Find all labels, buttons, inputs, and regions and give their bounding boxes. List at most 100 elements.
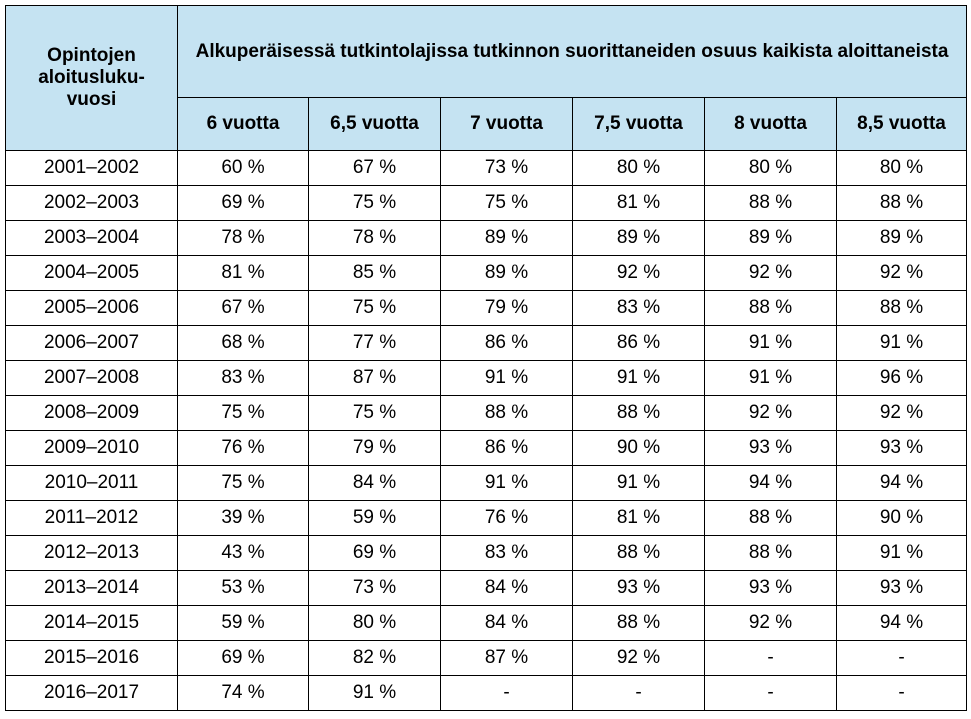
table-row: 2010–2011 75 % 84 % 91 % 91 % 94 % 94 % [5, 465, 967, 501]
value-cell: 81 % [177, 255, 309, 291]
value-cell: - [704, 640, 837, 676]
value-cell: 75 % [177, 395, 309, 431]
value-cell: - [704, 675, 837, 711]
value-cell: 91 % [836, 535, 967, 571]
year-cell: 2015–2016 [5, 640, 178, 676]
year-cell: 2009–2010 [5, 430, 178, 466]
table-head: Opintojen aloitusluku-vuosi Alkuperäises… [5, 5, 967, 151]
column-header: 8,5 vuotta [836, 97, 967, 151]
value-cell: 74 % [177, 675, 309, 711]
value-cell: 80 % [836, 150, 967, 186]
table-row: 2015–2016 69 % 82 % 87 % 92 % - - [5, 640, 967, 676]
value-cell: 86 % [440, 325, 573, 361]
column-header: 7,5 vuotta [572, 97, 705, 151]
value-cell: 59 % [308, 500, 441, 536]
value-cell: 94 % [704, 465, 837, 501]
value-cell: 89 % [836, 220, 967, 256]
year-cell: 2011–2012 [5, 500, 178, 536]
value-cell: 87 % [440, 640, 573, 676]
value-cell: 94 % [836, 605, 967, 641]
value-cell: 88 % [440, 395, 573, 431]
table-row: 2009–2010 76 % 79 % 86 % 90 % 93 % 93 % [5, 430, 967, 466]
value-cell: - [836, 675, 967, 711]
value-cell: 88 % [704, 185, 837, 221]
table-row: 2004–2005 81 % 85 % 89 % 92 % 92 % 92 % [5, 255, 967, 291]
value-cell: 88 % [836, 290, 967, 326]
value-cell: 89 % [704, 220, 837, 256]
value-cell: 67 % [177, 290, 309, 326]
value-cell: 43 % [177, 535, 309, 571]
value-cell: 92 % [704, 605, 837, 641]
value-cell: 92 % [572, 640, 705, 676]
value-cell: 84 % [440, 605, 573, 641]
value-cell: 93 % [836, 430, 967, 466]
year-cell: 2005–2006 [5, 290, 178, 326]
value-cell: 80 % [572, 150, 705, 186]
value-cell: 93 % [572, 570, 705, 606]
table-row: 2008–2009 75 % 75 % 88 % 88 % 92 % 92 % [5, 395, 967, 431]
value-cell: 78 % [308, 220, 441, 256]
value-cell: 96 % [836, 360, 967, 396]
value-cell: 90 % [836, 500, 967, 536]
table-row: 2012–2013 43 % 69 % 83 % 88 % 88 % 91 % [5, 535, 967, 571]
value-cell: 75 % [440, 185, 573, 221]
value-cell: 88 % [704, 500, 837, 536]
value-cell: 88 % [572, 535, 705, 571]
value-cell: 92 % [836, 255, 967, 291]
value-cell: 94 % [836, 465, 967, 501]
value-cell: 91 % [704, 360, 837, 396]
table-row: 2001–2002 60 % 67 % 73 % 80 % 80 % 80 % [5, 150, 967, 186]
value-cell: 81 % [572, 500, 705, 536]
column-header: 6 vuotta [177, 97, 309, 151]
value-cell: 82 % [308, 640, 441, 676]
value-cell: 77 % [308, 325, 441, 361]
value-cell: 69 % [177, 185, 309, 221]
table-row: 2007–2008 83 % 87 % 91 % 91 % 91 % 96 % [5, 360, 967, 396]
table-row: 2014–2015 59 % 80 % 84 % 88 % 92 % 94 % [5, 605, 967, 641]
value-cell: 39 % [177, 500, 309, 536]
column-header: 6,5 vuotta [308, 97, 441, 151]
value-cell: 79 % [308, 430, 441, 466]
value-cell: 68 % [177, 325, 309, 361]
header-row: Opintojen aloitusluku-vuosi Alkuperäises… [5, 5, 967, 151]
value-cell: 81 % [572, 185, 705, 221]
value-cell: - [440, 675, 573, 711]
value-cell: 83 % [572, 290, 705, 326]
year-cell: 2008–2009 [5, 395, 178, 431]
value-cell: 75 % [308, 395, 441, 431]
value-cell: 80 % [308, 605, 441, 641]
year-cell: 2002–2003 [5, 185, 178, 221]
year-cell: 2003–2004 [5, 220, 178, 256]
value-cell: 84 % [308, 465, 441, 501]
value-cell: 86 % [440, 430, 573, 466]
year-cell: 2001–2002 [5, 150, 178, 186]
value-cell: 92 % [836, 395, 967, 431]
value-cell: 88 % [704, 535, 837, 571]
year-cell: 2016–2017 [5, 675, 178, 711]
year-cell: 2014–2015 [5, 605, 178, 641]
value-cell: 90 % [572, 430, 705, 466]
column-header: 7 vuotta [440, 97, 573, 151]
table-row: 2005–2006 67 % 75 % 79 % 83 % 88 % 88 % [5, 290, 967, 326]
table-row: 2003–2004 78 % 78 % 89 % 89 % 89 % 89 % [5, 220, 967, 256]
value-cell: 87 % [308, 360, 441, 396]
value-cell: 91 % [836, 325, 967, 361]
value-cell: 88 % [836, 185, 967, 221]
value-cell: 76 % [440, 500, 573, 536]
table-row: 2011–2012 39 % 59 % 76 % 81 % 88 % 90 % [5, 500, 967, 536]
value-cell: 80 % [704, 150, 837, 186]
value-cell: 75 % [177, 465, 309, 501]
value-cell: 91 % [572, 360, 705, 396]
corner-header: Opintojen aloitusluku-vuosi [5, 5, 178, 151]
value-cell: 92 % [572, 255, 705, 291]
value-cell: 73 % [308, 570, 441, 606]
value-cell: 89 % [440, 220, 573, 256]
table-row: 2016–2017 74 % 91 % - - - - [5, 675, 967, 711]
year-cell: 2013–2014 [5, 570, 178, 606]
value-cell: 60 % [177, 150, 309, 186]
value-cell: 88 % [572, 605, 705, 641]
value-cell: 93 % [704, 570, 837, 606]
value-cell: - [572, 675, 705, 711]
